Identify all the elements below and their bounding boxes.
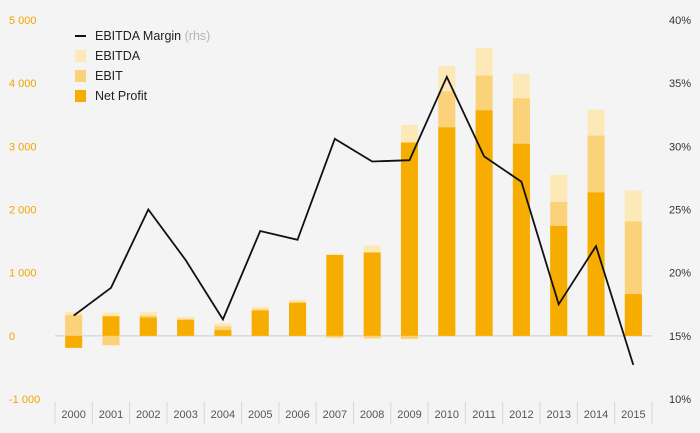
y-right-tick-label: 10% — [669, 394, 691, 406]
bars-group — [65, 47, 642, 348]
bar-net-profit-2011 — [475, 110, 493, 336]
y-axis-right: 10% 15% 20% 25% 30% 35% 40% — [669, 15, 691, 406]
y-right-tick-label: 30% — [669, 141, 691, 153]
bar-net-profit-2013 — [550, 225, 568, 336]
bar-ebit-2007 — [326, 335, 344, 338]
x-tick-label: 2005 — [248, 409, 272, 421]
bar-net-profit-2001 — [102, 316, 120, 336]
ebitda-margin-line — [73, 74, 635, 366]
legend-label-ebitda-margin: EBITDA Margin (rhs) — [95, 29, 210, 43]
bar-net-profit-2004 — [214, 330, 232, 336]
x-tick-label: 2001 — [99, 409, 123, 421]
bar-net-profit-2014 — [587, 192, 605, 336]
bar-ebit-2008 — [363, 335, 381, 339]
y-left-tick-label: 5 000 — [9, 15, 37, 27]
margin-line-group — [73, 74, 635, 366]
x-tick-label: 2014 — [584, 409, 608, 421]
legend-label-ebitda: EBITDA — [95, 49, 141, 63]
y-right-tick-label: 40% — [669, 15, 691, 27]
x-tick-label: 2008 — [360, 409, 384, 421]
bar-ebit-2001 — [102, 335, 120, 346]
bar-net-profit-2010 — [438, 127, 456, 336]
legend-label-net-profit: Net Profit — [95, 89, 148, 103]
y-right-tick-label: 25% — [669, 205, 691, 217]
y-left-tick-label: 1 000 — [9, 268, 37, 280]
x-tick-label: 2007 — [323, 409, 347, 421]
y-right-tick-label: 20% — [669, 268, 691, 280]
legend-swatch-net-profit — [75, 90, 86, 102]
y-right-tick-label: 15% — [669, 331, 691, 343]
x-tick-label: 2006 — [285, 409, 309, 421]
x-tick-label: 2012 — [509, 409, 533, 421]
legend-label-text: Net Profit — [95, 89, 148, 103]
legend-label-text: EBITDA — [95, 49, 141, 63]
bar-net-profit-2005 — [251, 310, 269, 336]
bar-ebit-2000 — [65, 314, 83, 336]
x-tick-label: 2015 — [621, 409, 645, 421]
bar-ebit-2009 — [400, 335, 418, 339]
x-tick-label: 2011 — [472, 409, 496, 421]
bar-net-profit-2006 — [289, 302, 307, 336]
y-right-tick-label: 35% — [669, 78, 691, 90]
bar-net-profit-2000 — [65, 335, 83, 348]
bar-net-profit-2008 — [363, 252, 381, 336]
x-tick-label: 2013 — [546, 409, 570, 421]
legend-label-text: EBIT — [95, 69, 123, 83]
y-left-tick-label: -1 000 — [9, 394, 40, 406]
bar-net-profit-2015 — [624, 294, 642, 336]
bar-net-profit-2012 — [512, 143, 530, 336]
y-axis-left: -1 000 0 1 000 2 000 3 000 4 000 5 000 — [9, 15, 40, 406]
y-left-tick-label: 4 000 — [9, 78, 37, 90]
x-tick-label: 2009 — [397, 409, 421, 421]
x-axis: 2000 2001 2002 2003 2004 2005 2006 2007 2008 2009… — [54, 402, 653, 424]
legend: EBITDA Margin (rhs) EBITDA EBIT Net Profit — [75, 29, 210, 103]
y-left-tick-label: 3 000 — [9, 141, 37, 153]
legend-swatch-ebitda — [75, 50, 86, 62]
y-left-tick-label: 2 000 — [9, 205, 37, 217]
legend-label-suffix: (rhs) — [181, 29, 210, 43]
x-tick-label: 2002 — [136, 409, 160, 421]
legend-label-text: EBITDA Margin — [95, 29, 181, 43]
bar-net-profit-2007 — [326, 254, 344, 336]
bar-net-profit-2002 — [139, 317, 157, 336]
legend-swatch-ebit — [75, 70, 86, 82]
bar-net-profit-2009 — [400, 142, 418, 336]
x-tick-label: 2010 — [435, 409, 459, 421]
x-tick-label: 2003 — [173, 409, 197, 421]
y-left-tick-label: 0 — [9, 331, 15, 343]
legend-label-ebit: EBIT — [95, 69, 123, 83]
bar-net-profit-2003 — [177, 320, 195, 336]
x-tick-label: 2000 — [61, 409, 85, 421]
x-tick-label: 2004 — [211, 409, 235, 421]
